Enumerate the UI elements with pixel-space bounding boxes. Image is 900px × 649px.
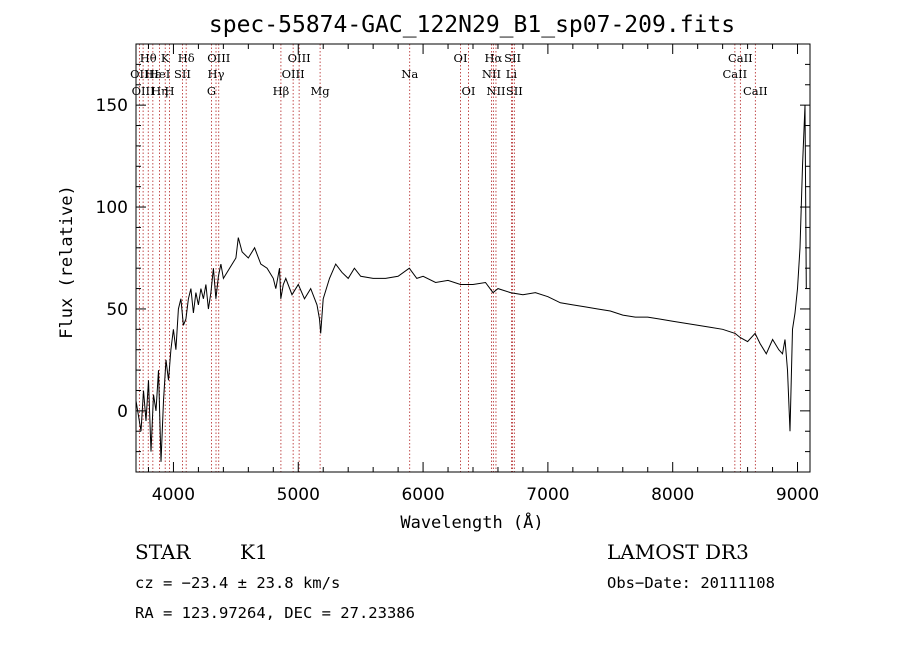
line-marker-label: Li <box>506 67 518 81</box>
x-tick-label: 9000 <box>776 485 819 505</box>
line-marker-label: NII <box>482 67 501 81</box>
line-marker-label: K <box>161 51 170 65</box>
survey-name: LAMOST DR3 <box>607 540 749 564</box>
x-tick-label: 5000 <box>277 485 320 505</box>
line-marker-label: Mg <box>311 84 331 98</box>
y-tick-label: 150 <box>96 96 128 116</box>
line-marker-label: Hγ <box>208 67 225 81</box>
coordinates-text: RA = 123.97264, DEC = 27.23386 <box>135 604 415 622</box>
x-axis-label: Wavelength (Å) <box>400 511 543 533</box>
line-markers <box>138 44 756 472</box>
line-marker-label: Hα <box>484 51 502 65</box>
line-marker-label: HeI <box>149 67 170 81</box>
plot-frame <box>135 43 811 473</box>
line-marker-label: Hβ <box>273 84 290 98</box>
line-marker-label: CaII <box>728 51 753 65</box>
line-marker-label: SII <box>174 67 191 81</box>
line-marker-label: Hη <box>151 84 168 98</box>
line-marker-labels: Hθ OII OIII Hε Hη HeI K H SII Hδ OIII Hγ G Hβ OIII OIII… <box>130 51 768 98</box>
line-marker-label: SII <box>506 84 523 98</box>
line-marker-label: OIII <box>282 67 305 81</box>
line-marker-label: Hδ <box>178 51 195 65</box>
line-marker-label: CaII <box>722 67 747 81</box>
line-marker-label: Hθ <box>140 51 157 65</box>
line-marker-label: NII <box>486 84 505 98</box>
object-subclass: K1 <box>240 540 268 564</box>
x-tick-label: 4000 <box>152 485 195 505</box>
y-tick-label: 100 <box>96 198 128 218</box>
obs-date-text: Obs−Date: 20111108 <box>607 574 775 592</box>
x-axis-ticks: 4000 5000 6000 7000 8000 9000 <box>147 44 819 505</box>
chart-title: spec-55874-GAC_122N29_B1_sp07-209.fits <box>209 12 735 38</box>
line-marker-label: SII <box>504 51 521 65</box>
line-marker-label: OI <box>462 84 476 98</box>
line-marker-label: OIII <box>288 51 311 65</box>
line-marker-label: OIII <box>132 84 155 98</box>
y-tick-label: 50 <box>106 300 128 320</box>
x-tick-label: 6000 <box>401 485 444 505</box>
line-marker-label: Na <box>401 67 418 81</box>
x-tick-label: 7000 <box>526 485 569 505</box>
y-tick-label: 0 <box>117 402 128 422</box>
line-marker-label: H <box>165 84 175 98</box>
y-axis-label: Flux (relative) <box>57 185 77 339</box>
spectrum-series-line <box>135 105 807 462</box>
line-marker-label: Hε <box>145 67 161 81</box>
redshift-text: cz = −23.4 ± 23.8 km/s <box>135 574 341 592</box>
line-marker-label: OI <box>454 51 468 65</box>
y-axis-ticks: 0 50 100 150 <box>96 63 810 453</box>
line-marker-label: OIII <box>207 51 230 65</box>
line-marker-label: G <box>207 84 216 98</box>
line-marker-label: CaII <box>743 84 768 98</box>
x-tick-label: 8000 <box>651 485 694 505</box>
line-marker-label: OII <box>130 67 149 81</box>
object-class: STAR <box>135 540 191 564</box>
